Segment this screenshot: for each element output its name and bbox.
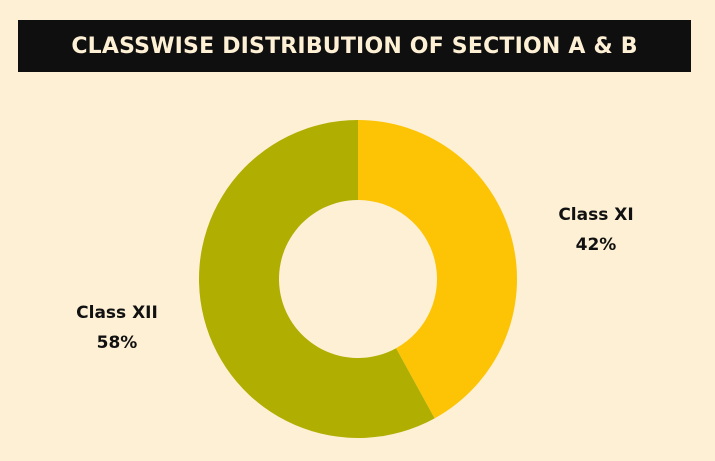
chart-title: CLASSWISE DISTRIBUTION OF SECTION A & B bbox=[71, 33, 638, 59]
donut-slice-class-xii bbox=[198, 119, 435, 438]
slice-name-class-xi: Class XI bbox=[558, 205, 634, 225]
title-banner: CLASSWISE DISTRIBUTION OF SECTION A & B bbox=[18, 20, 691, 72]
slice-percent-class-xi: 42% bbox=[575, 235, 617, 255]
donut-slice-class-xi bbox=[358, 120, 517, 419]
slice-name-class-xii: Class XII bbox=[76, 303, 158, 323]
slice-label-class-xii: Class XII 58% bbox=[47, 298, 187, 358]
slice-label-class-xi: Class XI 42% bbox=[526, 200, 666, 260]
slice-percent-class-xii: 58% bbox=[96, 333, 138, 353]
donut-slices bbox=[198, 119, 517, 438]
